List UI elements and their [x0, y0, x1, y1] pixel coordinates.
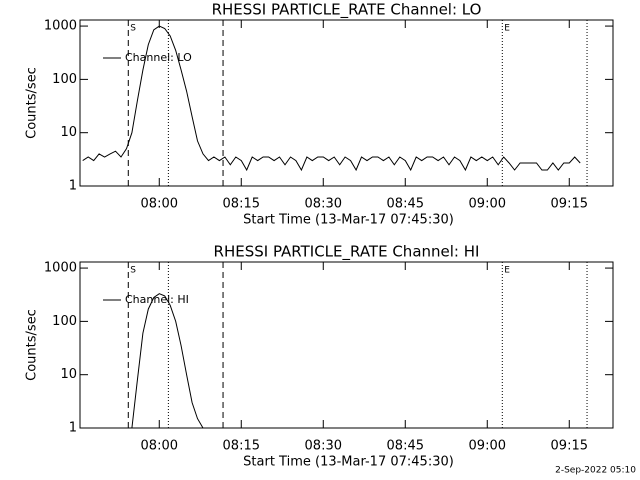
x-tick-label: 09:00 [469, 439, 506, 454]
series-line [131, 293, 204, 428]
x-tick-label: 08:15 [223, 439, 260, 454]
x-tick-label: 08:45 [387, 439, 424, 454]
marker-label: S [130, 266, 136, 276]
y-tick-label: 10 [60, 125, 77, 140]
x-tick-label: 09:15 [551, 439, 588, 454]
chart-title: RHESSI PARTICLE_RATE Channel: LO [212, 1, 482, 20]
marker-label: E [504, 266, 510, 276]
plot-frame [79, 19, 614, 187]
y-axis-label: Counts/sec [25, 309, 40, 381]
x-tick-label: 09:00 [469, 197, 506, 212]
footer-date: 2-Sep-2022 05:10 [555, 466, 636, 476]
y-tick-label: 1 [69, 421, 77, 436]
marker-label: E [504, 24, 510, 34]
y-tick-label: 10 [60, 367, 77, 382]
chart-title: RHESSI PARTICLE_RATE Channel: HI [214, 243, 480, 262]
x-tick-label: 08:00 [141, 197, 178, 212]
legend-label: Channel: HI [125, 293, 189, 306]
y-tick-label: 100 [52, 314, 77, 329]
x-tick-label: 08:30 [305, 197, 342, 212]
y-axis-label: Counts/sec [25, 67, 40, 139]
x-tick-label: 08:30 [305, 439, 342, 454]
y-tick-label: 100 [52, 72, 77, 87]
marker-label: S [130, 24, 136, 34]
y-tick-label: 1 [69, 179, 77, 194]
series-group [131, 293, 204, 428]
legend-label: Channel: LO [125, 51, 192, 64]
y-tick-label: 1000 [44, 261, 77, 276]
series-line [82, 25, 581, 172]
y-tick-label: 1000 [44, 19, 77, 34]
x-tick-label: 08:00 [141, 439, 178, 454]
x-axis-label: Start Time (13-Mar-17 07:45:30) [243, 455, 454, 470]
x-tick-label: 09:15 [551, 197, 588, 212]
x-tick-label: 08:15 [223, 197, 260, 212]
series-group [82, 25, 581, 172]
plot-frame [79, 261, 614, 429]
x-axis-label: Start Time (13-Mar-17 07:45:30) [243, 213, 454, 228]
x-tick-label: 08:45 [387, 197, 424, 212]
